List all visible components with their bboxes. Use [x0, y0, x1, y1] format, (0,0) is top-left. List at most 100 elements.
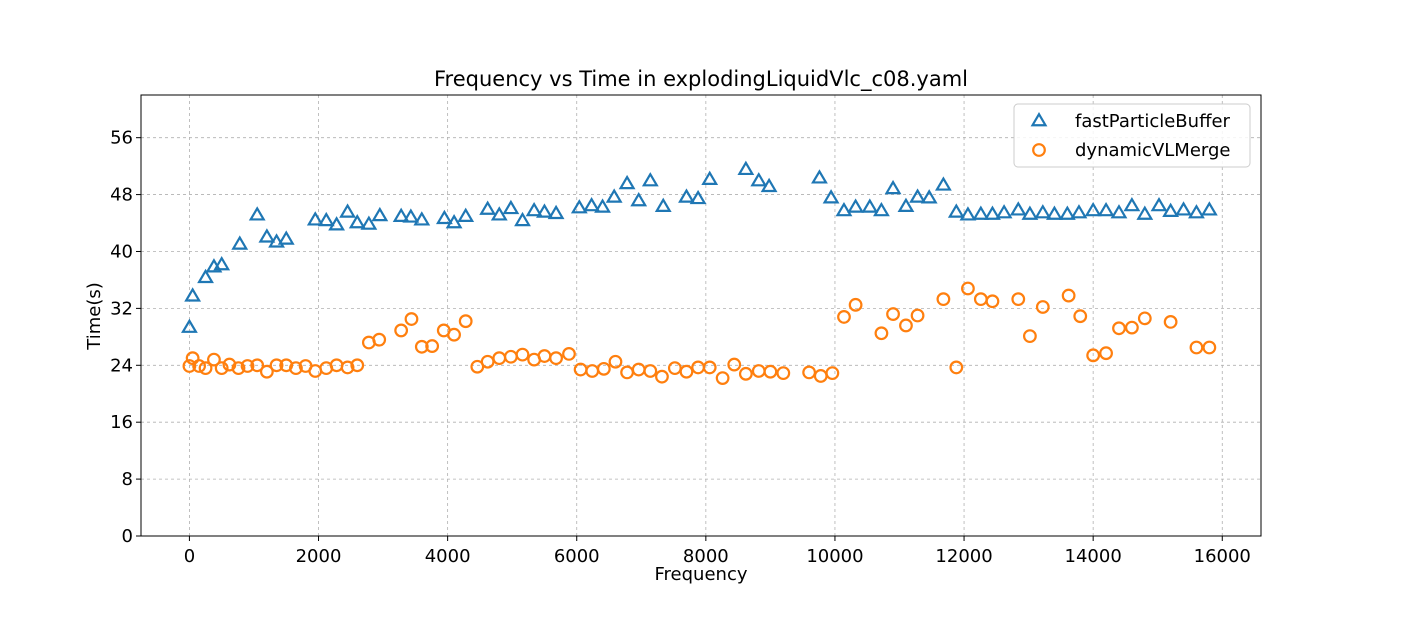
data-point-triangle: [317, 211, 335, 227]
x-tick-label: 0: [184, 546, 195, 567]
data-point-circle: [447, 327, 461, 342]
data-point-triangle: [701, 170, 719, 185]
data-point-triangle: [184, 287, 202, 302]
data-point-triangle: [213, 255, 231, 271]
data-point-circle: [182, 359, 197, 373]
data-point-circle: [207, 352, 221, 367]
chart-title: Frequency vs Time in explodingLiquidVlc_…: [434, 67, 968, 92]
data-point-triangle: [402, 208, 420, 223]
data-point-triangle: [181, 318, 198, 333]
data-point-circle: [372, 332, 387, 347]
data-point-circle: [936, 292, 951, 307]
data-point-circle: [1099, 346, 1113, 361]
data-point-triangle: [583, 196, 600, 212]
legend-marker-circle: [1032, 143, 1046, 157]
data-point-circle: [961, 281, 975, 296]
data-point-triangle: [822, 189, 840, 204]
data-point-circle: [240, 359, 255, 373]
data-point-triangle: [306, 211, 324, 226]
data-point-triangle: [1123, 196, 1141, 212]
data-point-circle: [549, 351, 563, 366]
y-tick-label: 16: [110, 412, 133, 433]
data-point-triangle: [348, 214, 366, 229]
data-point-triangle: [861, 198, 879, 213]
data-point-triangle: [884, 179, 902, 195]
data-point-triangle: [689, 189, 707, 205]
y-tick-label: 24: [110, 355, 133, 376]
data-point-circle: [1124, 320, 1139, 335]
x-tick-label: 6000: [554, 546, 600, 567]
data-point-triangle: [328, 216, 346, 231]
data-point-triangle: [536, 203, 553, 218]
data-point-circle: [715, 371, 730, 385]
data-point-triangle: [984, 205, 1001, 220]
x-tick-label: 16000: [1194, 546, 1251, 567]
data-point-circle: [562, 347, 576, 361]
x-tick-label: 14000: [1065, 546, 1122, 567]
data-point-circle: [269, 358, 284, 373]
series-dynamicVLMerge: [182, 281, 1217, 385]
data-point-triangle: [1110, 204, 1128, 219]
data-point-circle: [886, 307, 900, 321]
data-point-circle: [910, 308, 925, 323]
legend-box: [1013, 103, 1251, 168]
x-tick-label: 8000: [683, 546, 729, 567]
data-point-triangle: [1188, 204, 1205, 219]
y-tick-label: 48: [110, 185, 133, 206]
data-point-triangle: [547, 204, 565, 220]
data-point-circle: [1086, 348, 1101, 363]
x-tick-label: 10000: [806, 546, 863, 567]
data-point-circle: [425, 339, 440, 353]
y-axis-label: Time(s): [84, 282, 105, 350]
data-point-triangle: [1150, 196, 1168, 212]
data-point-triangle: [490, 206, 508, 221]
data-point-triangle: [502, 199, 520, 215]
series-fastParticleBuffer: [181, 160, 1218, 333]
data-point-circle: [1022, 329, 1037, 344]
data-point-circle: [727, 357, 742, 372]
y-tick-label: 56: [110, 128, 133, 149]
data-point-triangle: [920, 189, 938, 204]
data-point-triangle: [1021, 205, 1039, 220]
data-point-circle: [192, 359, 206, 373]
data-point-circle: [350, 358, 365, 373]
data-point-triangle: [360, 215, 378, 230]
data-point-circle: [655, 369, 669, 384]
plot-area-frame: [140, 94, 1262, 537]
data-point-triangle: [258, 228, 276, 243]
data-point-circle: [738, 366, 753, 381]
data-point-triangle: [339, 203, 356, 218]
data-point-triangle: [654, 197, 672, 213]
data-point-triangle: [392, 207, 410, 222]
data-point-triangle: [847, 198, 865, 213]
data-point-triangle: [1009, 201, 1027, 216]
data-point-circle: [825, 366, 840, 381]
data-point-triangle: [1070, 204, 1088, 219]
data-point-triangle: [594, 198, 611, 213]
data-point-triangle: [1046, 205, 1063, 220]
legend-label: fastParticleBuffer: [1075, 111, 1231, 132]
data-point-triangle: [909, 188, 926, 203]
data-point-triangle: [897, 197, 915, 213]
data-point-circle: [404, 312, 419, 326]
data-point-triangle: [605, 188, 623, 203]
legend-label: dynamicVLMerge: [1075, 140, 1230, 161]
data-point-triangle: [835, 201, 853, 217]
data-point-triangle: [1162, 202, 1180, 217]
data-point-triangle: [873, 201, 890, 217]
x-axis-label: Frequency: [655, 564, 748, 585]
data-point-circle: [1061, 288, 1076, 303]
data-point-circle: [1202, 340, 1217, 355]
data-point-triangle: [1200, 201, 1218, 216]
data-point-circle: [596, 361, 611, 376]
data-point-triangle: [457, 207, 475, 222]
data-point-circle: [679, 364, 694, 379]
data-point-circle: [848, 297, 863, 312]
data-point-circle: [214, 361, 229, 376]
data-point-circle: [259, 364, 274, 379]
axis-ticks: 0 2000 4000 6000 8000 10000 12000 14000 16000 0 8 1…: [110, 128, 1251, 567]
y-tick-label: 40: [110, 241, 133, 262]
x-tick-label: 4000: [425, 546, 471, 567]
data-point-triangle: [678, 188, 695, 203]
